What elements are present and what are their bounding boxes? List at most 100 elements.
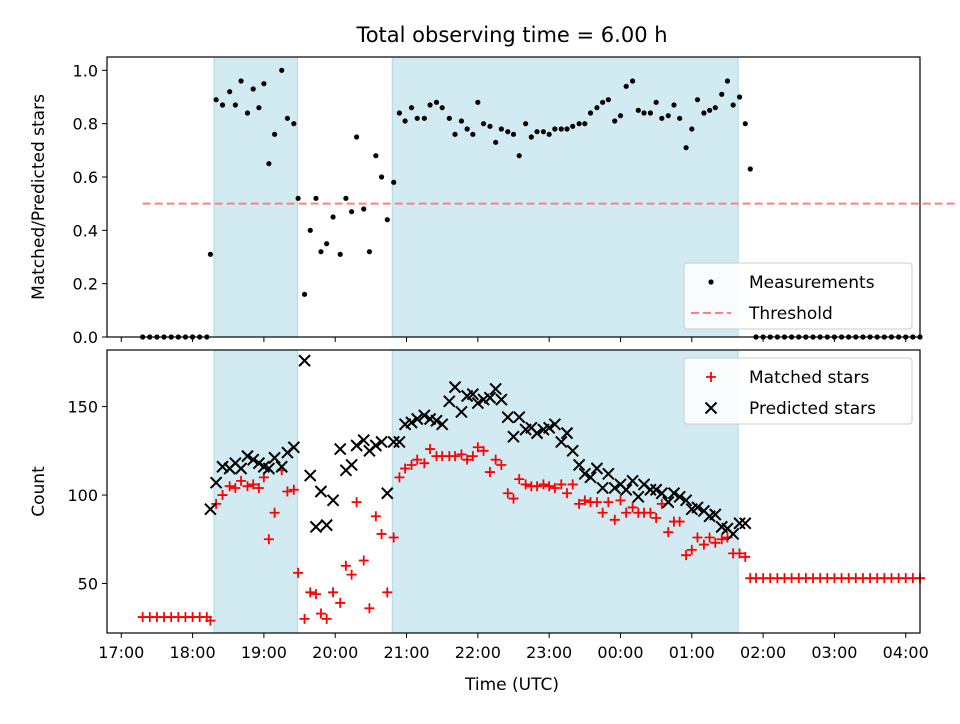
matched-star-marker [346,569,357,580]
measurement-point [742,121,748,127]
matched-star-marker [674,516,685,527]
predicted-star-marker [602,467,615,481]
matched-star-marker [382,587,393,598]
matched-star-marker [597,507,608,518]
matched-star-marker [556,479,567,490]
predicted-star-marker [584,471,597,484]
matched-star-marker [288,484,299,495]
matched-star-marker [681,550,692,561]
measurement-point [576,121,582,127]
measurement-point [546,131,552,137]
measurement-point [736,94,743,100]
predicted-star-marker [234,462,248,475]
measurement-point [373,153,379,159]
measurement-point [605,97,611,103]
matched-star-marker [340,560,351,571]
predicted-star-marker [430,414,443,427]
matched-star-marker [496,459,507,470]
measurement-point [213,97,219,103]
matched-star-marker [425,444,436,455]
matched-star-marker [299,613,310,624]
measurement-point [307,227,313,233]
predicted-star-marker [309,520,323,534]
predicted-star-marker [369,439,383,452]
measurement-point [724,78,731,84]
matched-star-marker [514,474,525,485]
legend-marker-measurements [708,279,714,285]
matched-star-marker [282,486,293,497]
measurement-point [227,89,233,95]
matched-star-marker [305,587,316,598]
matched-star-marker [686,544,697,555]
measurement-point [470,131,476,137]
predicted-star-marker [673,490,686,504]
matched-star-marker [412,454,423,465]
predicted-star-marker [726,527,740,541]
x-tick-label: 03:00 [811,643,857,662]
matched-star-marker [263,534,274,545]
predicted-star-marker [455,405,468,419]
measurement-point [552,126,558,132]
plot-frame [106,349,921,634]
measurement-point [330,214,336,220]
legend-label: Measurements [749,273,875,293]
measurement-point [677,115,683,121]
matched-star-marker [549,482,560,493]
y-tick-label: 0.6 [73,168,98,187]
predicted-star-marker [649,483,663,496]
measurement-point [458,118,465,124]
measurement-point [279,67,285,73]
measurement-point [291,121,297,127]
matched-star-marker [376,528,387,539]
predicted-star-marker [209,476,223,489]
matched-star-marker [710,537,721,548]
matched-star-marker [704,532,715,543]
matched-star-marker [211,498,222,509]
measurement-point [475,99,481,105]
matched-star-marker [364,603,375,614]
matched-star-marker [645,507,656,518]
measurement-point [354,134,360,140]
measurement-point [378,174,385,180]
measurement-point [318,249,324,255]
x-axis-label: Time (UTC) [464,675,559,695]
predicted-star-marker [387,435,400,449]
legend-box [683,357,913,425]
measurement-point [384,217,390,223]
measurement-point [629,78,636,84]
measurement-point [647,110,654,116]
matched-star-marker [651,513,662,524]
matched-star-marker [538,479,549,490]
matched-star-marker [561,488,572,499]
predicted-star-marker [435,418,449,431]
y-tick-label: 0.4 [73,221,98,240]
observing-window-shade [213,56,298,338]
matched-star-marker [462,454,473,465]
measurement-point [712,105,718,111]
predicted-star-marker [578,467,592,481]
x-tick-label: 01:00 [669,643,715,662]
measurement-point [641,110,647,116]
matched-star-marker [335,597,346,608]
matched-star-marker [698,539,709,550]
x-tick-label: 04:00 [883,643,929,662]
x-tick-label: 21:00 [383,643,429,662]
matched-star-marker [248,479,259,490]
measurement-point [464,126,470,132]
measurement-point [361,206,367,212]
predicted-star-marker [608,481,621,495]
measurement-point [487,123,493,129]
predicted-star-marker [572,458,586,472]
predicted-star-marker [512,411,526,424]
predicted-star-marker [326,494,340,507]
measurement-point [414,115,420,121]
predicted-star-marker [262,462,276,475]
predicted-star-marker [626,474,639,488]
matched-star-marker [321,613,332,624]
measurement-point [232,102,238,108]
measurement-point [665,113,671,119]
legend-marker-matched [706,372,716,382]
predicted-star-marker [530,426,544,440]
observing-window-shade [391,349,739,634]
predicted-star-marker [691,501,704,514]
